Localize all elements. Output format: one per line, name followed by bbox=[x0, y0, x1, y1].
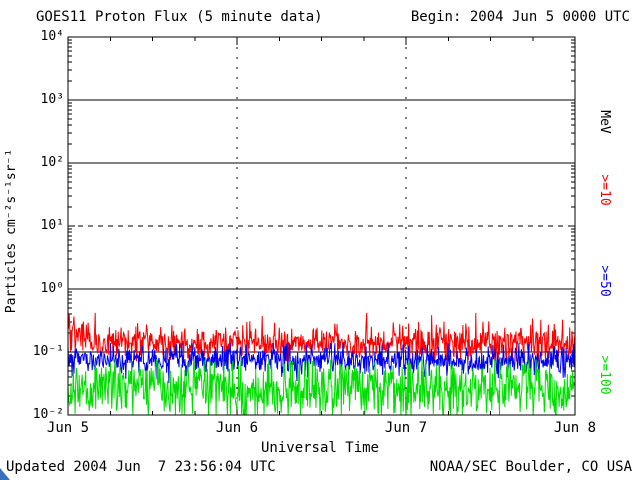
updated-timestamp: Updated 2004 Jun 7 23:56:04 UTC bbox=[6, 459, 276, 475]
legend-ge50-label: >=50 bbox=[597, 265, 612, 297]
x-tick-label: Jun 5 bbox=[46, 420, 90, 436]
begin-time-label: Begin: 2004 Jun 5 0000 UTC bbox=[410, 9, 630, 25]
x-axis-label: Universal Time bbox=[260, 440, 379, 456]
right-axis-unit-label: MeV bbox=[597, 110, 612, 134]
y-tick-label: 10⁴ bbox=[40, 29, 64, 44]
source-credit: NOAA/SEC Boulder, CO USA bbox=[429, 459, 632, 475]
x-tick-label: Jun 7 bbox=[384, 420, 428, 436]
y-tick-label: 10¹ bbox=[40, 218, 64, 233]
y-axis-label: Particles cm⁻²s⁻¹sr⁻¹ bbox=[4, 148, 19, 314]
corner-mark bbox=[0, 468, 10, 480]
legend-ge100-label: >=100 bbox=[597, 355, 612, 395]
y-tick-label: 10⁻¹ bbox=[32, 344, 64, 359]
y-tick-label: 10³ bbox=[40, 92, 64, 107]
x-tick-label: Jun 8 bbox=[553, 420, 597, 436]
y-tick-label: 10² bbox=[40, 155, 64, 170]
y-tick-label: 10⁻² bbox=[32, 407, 64, 422]
y-tick-label: 10⁰ bbox=[40, 281, 64, 296]
legend-ge10-label: >=10 bbox=[597, 174, 612, 206]
x-tick-label: Jun 6 bbox=[215, 420, 259, 436]
chart-title: GOES11 Proton Flux (5 minute data) bbox=[36, 9, 323, 25]
